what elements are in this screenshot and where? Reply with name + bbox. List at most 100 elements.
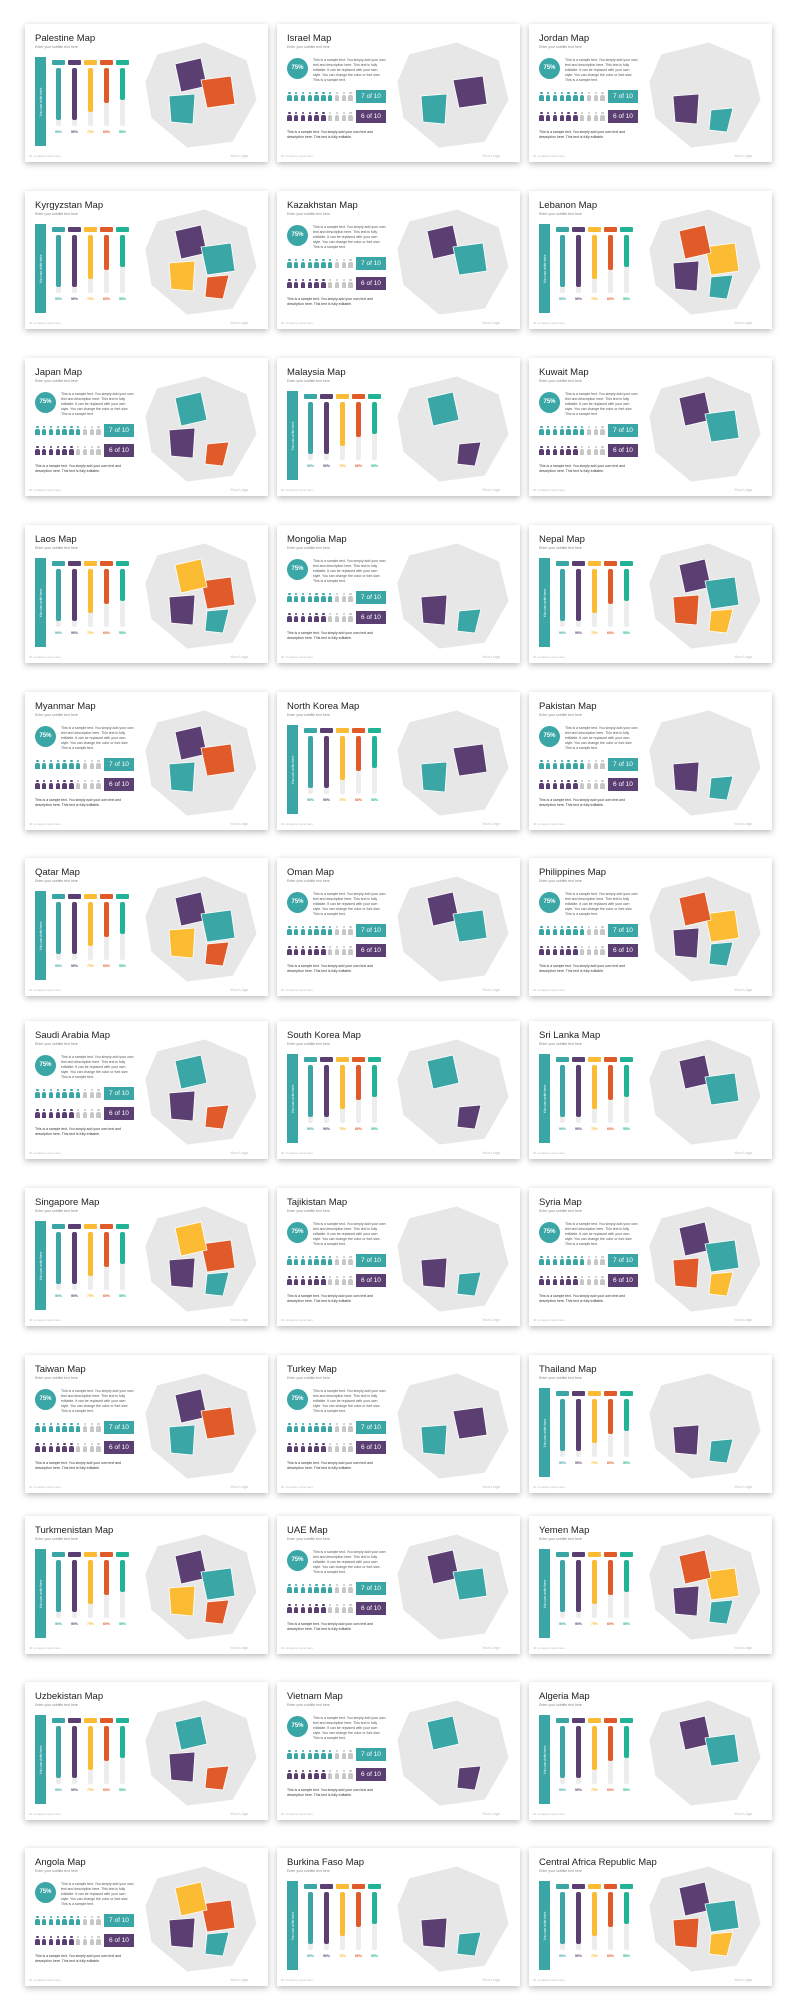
slide-angola-map[interactable]: Angola Map Enter your subtitle text here 7… <box>25 1848 268 1986</box>
map-region[interactable] <box>426 1054 460 1090</box>
map-region[interactable] <box>456 1271 482 1297</box>
map-region[interactable] <box>672 594 700 626</box>
slide-turkey-map[interactable]: Turkey Map Enter your subtitle text here 7… <box>277 1355 520 1493</box>
map-region[interactable] <box>204 274 230 300</box>
slide-vietnam-map[interactable]: Vietnam Map Enter your subtitle text here… <box>277 1682 520 1820</box>
map-region[interactable] <box>708 941 734 967</box>
slide-south-korea-map[interactable]: South Korea Map Enter your subtitle text … <box>277 1021 520 1159</box>
map-region[interactable] <box>704 1733 740 1767</box>
map-region[interactable] <box>420 1257 448 1289</box>
map-region[interactable] <box>708 1271 734 1297</box>
map-region[interactable] <box>168 1917 196 1949</box>
map-region[interactable] <box>174 391 208 427</box>
slide-malaysia-map[interactable]: Malaysia Map Enter your subtitle text her… <box>277 358 520 496</box>
map-region[interactable] <box>200 242 236 276</box>
slide-uzbekistan-map[interactable]: Uzbekistan Map Enter your subtitle text h… <box>25 1682 268 1820</box>
map-region[interactable] <box>204 941 230 967</box>
map-region[interactable] <box>204 1104 230 1130</box>
slide-oman-map[interactable]: Oman Map Enter your subtitle text here 75%… <box>277 858 520 996</box>
map-region[interactable] <box>456 1931 482 1957</box>
map-region[interactable] <box>168 1585 196 1617</box>
slide-syria-map[interactable]: Syria Map Enter your subtitle text here 75… <box>529 1188 772 1326</box>
map-region[interactable] <box>174 1054 208 1090</box>
slide-mongolia-map[interactable]: Mongolia Map Enter your subtitle text her… <box>277 525 520 663</box>
map-region[interactable] <box>452 743 488 777</box>
map-region[interactable] <box>708 107 734 133</box>
slide-uae-map[interactable]: UAE Map Enter your subtitle text here 75% T… <box>277 1516 520 1654</box>
map-region[interactable] <box>456 441 482 467</box>
map-region[interactable] <box>452 1567 488 1601</box>
map-region[interactable] <box>168 927 196 959</box>
map-region[interactable] <box>672 93 700 125</box>
map-region[interactable] <box>708 1438 734 1464</box>
map-region[interactable] <box>200 1239 236 1273</box>
map-region[interactable] <box>168 1751 196 1783</box>
slide-nepal-map[interactable]: Nepal Map Enter your subtitle text here Yo… <box>529 525 772 663</box>
map-region[interactable] <box>420 1917 448 1949</box>
map-region[interactable] <box>200 1899 236 1933</box>
map-region[interactable] <box>174 1881 208 1917</box>
slide-lebanon-map[interactable]: Lebanon Map Enter your subtitle text here… <box>529 191 772 329</box>
map-region[interactable] <box>174 1221 208 1257</box>
map-region[interactable] <box>452 242 488 276</box>
map-region[interactable] <box>672 761 700 793</box>
map-region[interactable] <box>456 608 482 634</box>
map-region[interactable] <box>704 1567 740 1601</box>
map-region[interactable] <box>456 1765 482 1791</box>
slide-myanmar-map[interactable]: Myanmar Map Enter your subtitle text here… <box>25 692 268 830</box>
slide-kuwait-map[interactable]: Kuwait Map Enter your subtitle text here 7… <box>529 358 772 496</box>
slide-kyrgyzstan-map[interactable]: Kyrgyzstan Map Enter your subtitle text h… <box>25 191 268 329</box>
map-region[interactable] <box>200 909 236 943</box>
map-region[interactable] <box>704 1239 740 1273</box>
map-region[interactable] <box>204 1271 230 1297</box>
map-region[interactable] <box>420 93 448 125</box>
map-region[interactable] <box>704 909 740 943</box>
map-region[interactable] <box>708 775 734 801</box>
map-region[interactable] <box>420 1424 448 1456</box>
slide-laos-map[interactable]: Laos Map Enter your subtitle text here You… <box>25 525 268 663</box>
slide-north-korea-map[interactable]: North Korea Map Enter your subtitle text … <box>277 692 520 830</box>
slide-taiwan-map[interactable]: Taiwan Map Enter your subtitle text here 7… <box>25 1355 268 1493</box>
map-region[interactable] <box>704 409 740 443</box>
map-region[interactable] <box>426 1715 460 1751</box>
slide-turkmenistan-map[interactable]: Turkmenistan Map Enter your subtitle text… <box>25 1516 268 1654</box>
map-region[interactable] <box>678 891 712 927</box>
map-region[interactable] <box>168 761 196 793</box>
map-region[interactable] <box>200 1406 236 1440</box>
map-region[interactable] <box>704 1899 740 1933</box>
map-region[interactable] <box>204 441 230 467</box>
map-region[interactable] <box>168 93 196 125</box>
map-region[interactable] <box>672 1257 700 1289</box>
slide-sri-lanka-map[interactable]: Sri Lanka Map Enter your subtitle text he… <box>529 1021 772 1159</box>
slide-palestine-map[interactable]: Palestine Map Enter your subtitle text he… <box>25 24 268 162</box>
map-region[interactable] <box>168 1257 196 1289</box>
map-region[interactable] <box>420 594 448 626</box>
map-region[interactable] <box>204 608 230 634</box>
map-region[interactable] <box>704 576 740 610</box>
slide-pakistan-map[interactable]: Pakistan Map Enter your subtitle text her… <box>529 692 772 830</box>
map-region[interactable] <box>452 1406 488 1440</box>
map-region[interactable] <box>168 1090 196 1122</box>
map-region[interactable] <box>708 1599 734 1625</box>
map-region[interactable] <box>168 260 196 292</box>
slide-singapore-map[interactable]: Singapore Map Enter your subtitle text he… <box>25 1188 268 1326</box>
slide-central-africa-republic-map[interactable]: Central Africa Republic Map Enter your su… <box>529 1848 772 1986</box>
map-region[interactable] <box>200 576 236 610</box>
map-region[interactable] <box>672 1424 700 1456</box>
map-region[interactable] <box>704 1072 740 1106</box>
map-region[interactable] <box>672 927 700 959</box>
map-region[interactable] <box>168 1424 196 1456</box>
map-region[interactable] <box>708 608 734 634</box>
map-region[interactable] <box>204 1931 230 1957</box>
map-region[interactable] <box>672 1917 700 1949</box>
map-region[interactable] <box>672 1585 700 1617</box>
slide-burkina-faso-map[interactable]: Burkina Faso Map Enter your subtitle text… <box>277 1848 520 1986</box>
slide-jordan-map[interactable]: Jordan Map Enter your subtitle text here 7… <box>529 24 772 162</box>
map-region[interactable] <box>204 1765 230 1791</box>
slide-thailand-map[interactable]: Thailand Map Enter your subtitle text her… <box>529 1355 772 1493</box>
slide-algeria-map[interactable]: Algeria Map Enter your subtitle text here… <box>529 1682 772 1820</box>
map-region[interactable] <box>200 1567 236 1601</box>
map-region[interactable] <box>456 1104 482 1130</box>
map-region[interactable] <box>426 391 460 427</box>
map-region[interactable] <box>678 224 712 260</box>
